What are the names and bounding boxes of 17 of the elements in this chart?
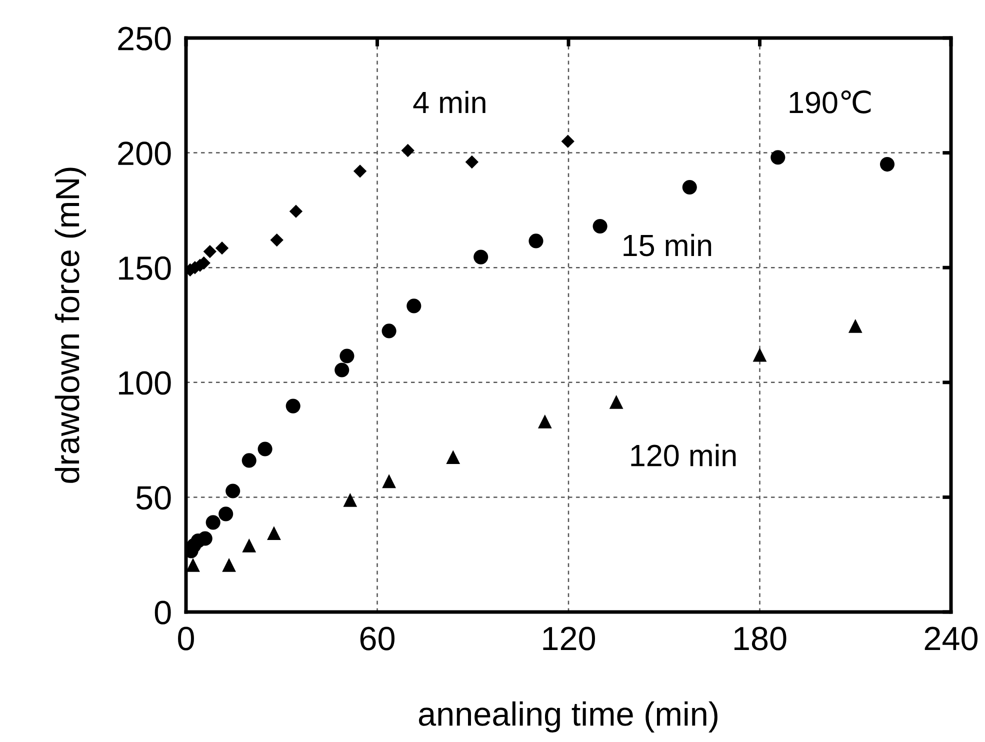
y-tick-label: 0 xyxy=(154,600,171,624)
y-tick-label: 250 xyxy=(118,26,171,50)
x-tick-label: 120 xyxy=(543,626,596,650)
y-tick-label: 100 xyxy=(119,371,171,395)
x-tick-label: 180 xyxy=(734,626,786,650)
y-tick-label: 50 xyxy=(136,486,171,510)
y-tick-label: 150 xyxy=(119,256,171,280)
annotation: 15 min xyxy=(624,234,712,256)
x-axis-title: annealing time (min) xyxy=(418,701,718,732)
y-tick-label: 200 xyxy=(118,142,171,166)
x-tick-label: 60 xyxy=(360,626,394,650)
annotation: 120 min xyxy=(631,444,736,466)
annotation: 190℃ xyxy=(790,90,871,114)
x-tick-label: 240 xyxy=(924,626,978,650)
y-axis-title: drawdown force (mN) xyxy=(54,168,86,483)
x-tick-label: 0 xyxy=(178,626,194,650)
annotation: 4 min xyxy=(413,90,486,114)
